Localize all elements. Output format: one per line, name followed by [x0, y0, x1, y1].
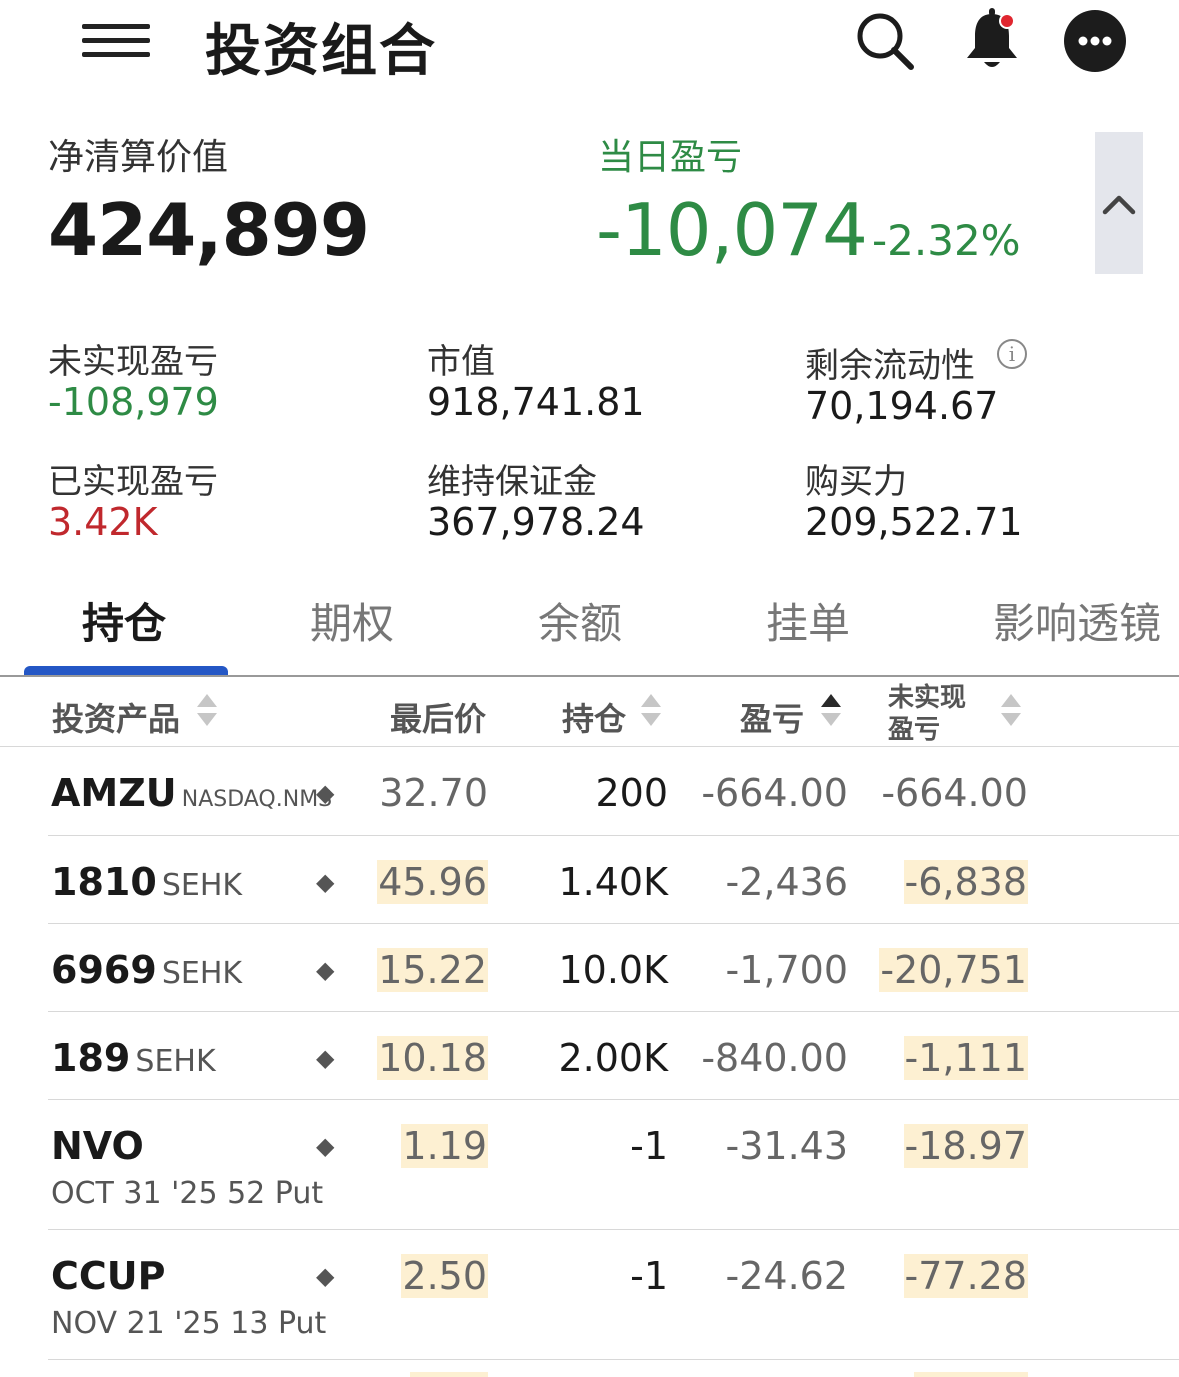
table-row[interactable]: CCUP NOV 21 '25 13 Put ◆ 2.50 -1 -24.62 …: [48, 1230, 1179, 1360]
symbol: 189: [51, 1036, 131, 1080]
buying-power-value: 209,522.71: [805, 500, 1023, 544]
menu-icon[interactable]: [82, 20, 150, 60]
pnl: -24.62: [725, 1254, 849, 1298]
col-header-unrealized[interactable]: 未实现 盈亏: [888, 683, 967, 745]
position: 2.00K: [558, 1036, 668, 1080]
unrealized-pnl: -18.97: [903, 1124, 1028, 1168]
diamond-icon: ◆: [316, 1044, 335, 1072]
diamond-icon: ◆: [316, 779, 335, 807]
symbol: 1810: [51, 860, 157, 904]
sort-ascending-icon[interactable]: [820, 692, 842, 728]
position: 200: [595, 771, 668, 815]
table-row[interactable]: AMZU NASDAQ.NMS ◆ 32.70 200 -664.00 -664…: [48, 747, 1179, 836]
excess-liquidity-value: 70,194.67: [805, 384, 999, 428]
unrealized-pnl: -77.28: [903, 1254, 1028, 1298]
daily-pnl: -10,074 -2.32%: [596, 188, 1021, 272]
col-header-last[interactable]: 最后价: [390, 700, 487, 738]
symbol-cell: AMZU NASDAQ.NMS: [51, 771, 332, 815]
exchange: NASDAQ.NMS: [181, 787, 333, 812]
table-row[interactable]: 6969 SEHK ◆ 15.22 10.0K -1,700 -20,751: [48, 924, 1179, 1012]
option-description: OCT 31 '25 52 Put: [51, 1176, 324, 1211]
unrealized-pnl-label: 未实现盈亏: [48, 342, 218, 382]
market-value-label: 市值: [427, 342, 495, 382]
unrealized-pnl: -664.00: [881, 771, 1028, 815]
unrealized-pnl: -20,751: [879, 948, 1028, 992]
last-price: 2.50: [401, 1254, 488, 1298]
symbol: NVO: [51, 1124, 144, 1168]
position: 10.0K: [558, 948, 668, 992]
table-row[interactable]: 1810 SEHK ◆ 45.96 1.40K -2,436 -6,838: [48, 836, 1179, 924]
sort-icon[interactable]: [196, 692, 218, 728]
nlv-value: 424,899: [48, 188, 370, 272]
tab-positions[interactable]: 持仓: [82, 599, 167, 648]
collapse-summary-button[interactable]: [1095, 132, 1143, 274]
chevron-up-icon: [1102, 195, 1136, 215]
info-icon[interactable]: i: [997, 339, 1027, 369]
maint-margin-label: 维持保证金: [427, 462, 597, 502]
page-title: 投资组合: [205, 19, 437, 84]
sort-icon[interactable]: [1000, 692, 1022, 728]
unrealized-pnl-value: -108,979: [48, 380, 219, 424]
maint-margin-value: 367,978.24: [427, 500, 645, 544]
excess-liquidity-label: 剩余流动性: [805, 346, 975, 386]
tab-balances[interactable]: 余额: [538, 599, 623, 648]
exchange: SEHK: [135, 1044, 216, 1079]
next-row-partial: [410, 1372, 488, 1377]
option-description: NOV 21 '25 13 Put: [51, 1306, 327, 1341]
pnl: -840.00: [701, 1036, 848, 1080]
daily-pnl-label: 当日盈亏: [598, 137, 743, 178]
last-price: 32.70: [379, 771, 488, 815]
pnl: -1,700: [725, 948, 849, 992]
position: 1.40K: [558, 860, 668, 904]
exchange: SEHK: [161, 868, 243, 903]
header-divider: [0, 746, 1179, 747]
pnl: -31.43: [725, 1124, 849, 1168]
diamond-icon: ◆: [316, 868, 335, 896]
symbol-cell: 1810 SEHK: [51, 860, 242, 904]
symbol-cell: 6969 SEHK: [51, 948, 242, 992]
pnl: -2,436: [725, 860, 849, 904]
diamond-icon: ◆: [316, 956, 335, 984]
realized-pnl-value: 3.42K: [48, 500, 158, 544]
buying-power-label: 购买力: [805, 462, 907, 502]
table-row[interactable]: NVO OCT 31 '25 52 Put ◆ 1.19 -1 -31.43 -…: [48, 1100, 1179, 1230]
bell-icon[interactable]: [962, 6, 1022, 72]
search-icon[interactable]: [854, 10, 916, 72]
tab-impact-lens[interactable]: 影响透镜: [993, 599, 1162, 648]
pnl: -664.00: [701, 771, 848, 815]
more-icon[interactable]: [1064, 10, 1126, 72]
col-header-pnl[interactable]: 盈亏: [740, 700, 805, 738]
last-price: 10.18: [377, 1036, 488, 1080]
market-value: 918,741.81: [427, 380, 645, 424]
tab-divider: [0, 675, 1179, 677]
symbol-cell: 189 SEHK: [51, 1036, 216, 1080]
symbol: 6969: [51, 948, 157, 992]
position: -1: [630, 1124, 668, 1168]
last-price: 45.96: [377, 860, 488, 904]
tab-orders[interactable]: 挂单: [766, 599, 851, 648]
unrealized-pnl: -1,111: [903, 1036, 1028, 1080]
exchange: SEHK: [161, 956, 243, 991]
sort-icon[interactable]: [640, 692, 662, 728]
diamond-icon: ◆: [316, 1132, 335, 1160]
symbol: CCUP: [51, 1254, 166, 1298]
table-row[interactable]: 189 SEHK ◆ 10.18 2.00K -840.00 -1,111: [48, 1012, 1179, 1100]
nlv-label: 净清算价值: [48, 137, 229, 178]
col-header-product[interactable]: 投资产品: [52, 700, 181, 738]
daily-pnl-value: -10,074: [596, 188, 868, 272]
active-tab-indicator: [24, 666, 228, 675]
tab-options[interactable]: 期权: [310, 599, 395, 648]
col-header-position[interactable]: 持仓: [562, 700, 627, 738]
position: -1: [630, 1254, 668, 1298]
unrealized-pnl: -6,838: [903, 860, 1028, 904]
last-price: 1.19: [401, 1124, 488, 1168]
next-row-partial: [914, 1372, 1028, 1377]
diamond-icon: ◆: [316, 1262, 335, 1290]
realized-pnl-label: 已实现盈亏: [48, 462, 218, 502]
daily-pnl-pct: -2.32%: [872, 216, 1021, 265]
symbol: AMZU: [51, 771, 177, 815]
last-price: 15.22: [377, 948, 488, 992]
